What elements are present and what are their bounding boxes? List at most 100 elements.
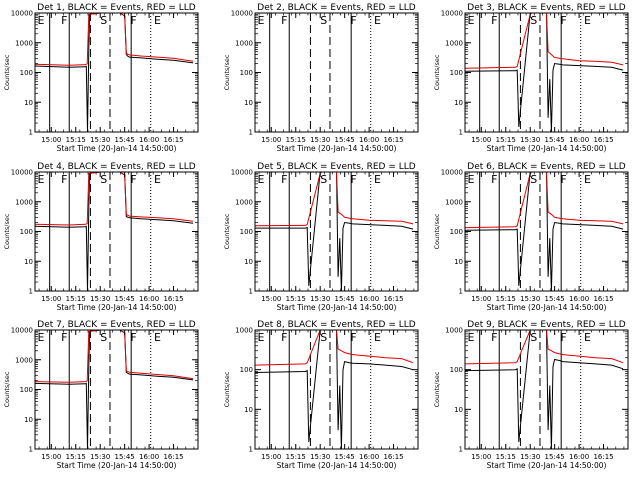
x-tick-label: 15:45: [115, 136, 135, 144]
segment-label: S: [320, 14, 327, 27]
segment-label: E: [37, 14, 44, 27]
y-tick-label: 10: [244, 99, 253, 107]
series-line-events: [35, 13, 194, 132]
y-tick-label: 10: [24, 416, 33, 424]
x-tick-label: 15:30: [310, 136, 330, 144]
x-axis-label: Start Time (20-Jan-14 14:50:00): [57, 303, 177, 312]
y-tick-label: 100: [240, 228, 253, 236]
y-tick-label: 1000: [15, 39, 33, 47]
segment-label: E: [257, 331, 264, 344]
y-axis-label: Counts/sec: [433, 213, 441, 249]
y-tick-label: 1: [249, 446, 253, 454]
segment-label: F: [281, 14, 287, 27]
series-line-events: [465, 13, 624, 132]
segment-label: S: [100, 331, 107, 344]
y-tick-label: 1000: [445, 327, 463, 335]
series-line-lld: [35, 172, 194, 226]
segment-label: F: [491, 173, 497, 186]
segment-label: E: [257, 173, 264, 186]
y-tick-label: 1: [459, 446, 463, 454]
series-line-events: [35, 330, 194, 449]
segment-label: E: [154, 173, 161, 186]
y-tick-label: 1000: [15, 198, 33, 206]
segment-label: E: [584, 14, 591, 27]
y-tick-label: 1000: [15, 356, 33, 364]
y-tick-label: 10: [454, 258, 463, 266]
segment-label: F: [61, 14, 67, 27]
x-tick-label: 16:15: [383, 295, 403, 303]
x-tick-label: 16:00: [359, 136, 379, 144]
series-line-events: [255, 172, 414, 291]
series-line-events: [35, 172, 194, 291]
x-axis-label: Start Time (20-Jan-14 14:50:00): [277, 461, 397, 470]
segment-label: F: [560, 331, 566, 344]
segment-label: F: [491, 14, 497, 27]
series-line-lld: [255, 172, 414, 227]
x-tick-label: 15:45: [335, 453, 355, 461]
y-tick-label: 10000: [231, 169, 253, 177]
plot-frame: [254, 12, 419, 133]
segment-label: F: [61, 173, 67, 186]
y-tick-label: 10: [244, 406, 253, 414]
segment-label: F: [130, 14, 136, 27]
y-tick-label: 1000: [445, 198, 463, 206]
y-tick-label: 100: [20, 69, 33, 77]
x-tick-label: 15:15: [496, 295, 516, 303]
y-tick-label: 1: [459, 288, 463, 296]
x-tick-label: 15:30: [520, 136, 540, 144]
y-tick-label: 10: [24, 99, 33, 107]
segment-label: S: [530, 14, 537, 27]
series-line-lld: [465, 13, 624, 69]
segment-label: F: [130, 173, 136, 186]
panel-title: Det 2, BLACK = Events, RED = LLD: [257, 3, 416, 13]
segment-label: S: [100, 173, 107, 186]
plot-frame: [254, 329, 419, 450]
y-tick-label: 10000: [441, 10, 463, 18]
panel-title: Det 4, BLACK = Events, RED = LLD: [37, 162, 196, 172]
y-axis-label: Counts/sec: [3, 54, 11, 90]
x-tick-label: 15:45: [545, 295, 565, 303]
y-tick-label: 100: [450, 228, 463, 236]
y-tick-label: 1: [249, 288, 253, 296]
x-tick-label: 15:15: [496, 136, 516, 144]
x-tick-label: 16:15: [163, 295, 183, 303]
x-axis-label: Start Time (20-Jan-14 14:50:00): [277, 303, 397, 312]
x-tick-label: 15:45: [545, 136, 565, 144]
series-line-events: [465, 330, 624, 449]
x-tick-label: 15:30: [90, 136, 110, 144]
y-axis-label: Counts/sec: [433, 54, 441, 90]
segment-label: S: [320, 173, 327, 186]
x-tick-label: 15:00: [41, 295, 61, 303]
segment-label: F: [350, 14, 356, 27]
y-tick-label: 10: [454, 99, 463, 107]
x-tick-label: 15:30: [520, 453, 540, 461]
series-line-events: [465, 172, 624, 291]
x-tick-label: 15:00: [261, 295, 281, 303]
x-tick-label: 15:00: [41, 453, 61, 461]
x-axis-label: Start Time (20-Jan-14 14:50:00): [487, 461, 607, 470]
segment-label: F: [560, 14, 566, 27]
y-tick-label: 10000: [11, 327, 33, 335]
segment-label: E: [154, 14, 161, 27]
segment-label: E: [467, 173, 474, 186]
x-tick-label: 15:15: [66, 453, 86, 461]
panel-title: Det 3, BLACK = Events, RED = LLD: [467, 3, 626, 13]
plot-frame: [34, 329, 199, 450]
x-tick-label: 15:30: [310, 453, 330, 461]
x-tick-label: 16:15: [163, 136, 183, 144]
plot-frame: [34, 171, 199, 292]
y-tick-label: 10000: [11, 10, 33, 18]
y-tick-label: 10: [24, 258, 33, 266]
segment-label: F: [491, 331, 497, 344]
x-tick-label: 16:00: [139, 295, 159, 303]
y-tick-label: 1: [29, 129, 33, 137]
y-tick-label: 1: [29, 446, 33, 454]
y-tick-label: 1: [29, 288, 33, 296]
x-tick-label: 15:00: [41, 136, 61, 144]
x-tick-label: 15:45: [335, 295, 355, 303]
